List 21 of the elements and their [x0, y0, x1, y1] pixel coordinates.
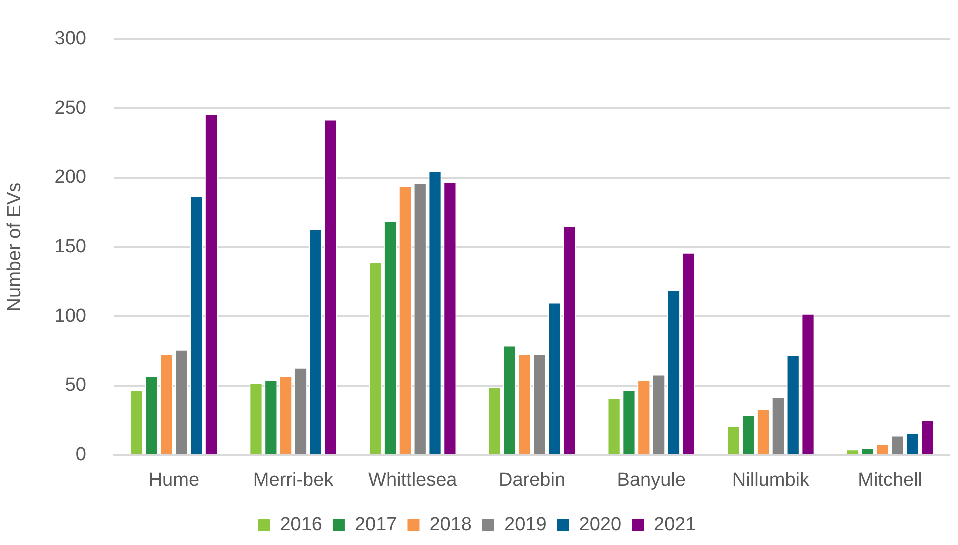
legend-label: 2020 [579, 514, 622, 536]
legend-label: 2016 [280, 514, 322, 536]
x-tick-label: Banyule [617, 470, 686, 491]
legend-label: 2021 [654, 514, 696, 536]
y-tick-label: 50 [65, 375, 86, 396]
y-tick-label: 100 [54, 306, 86, 327]
y-tick-label: 250 [54, 98, 86, 119]
x-tick-label: Merri-bek [253, 470, 334, 491]
y-tick-label: 300 [54, 28, 86, 50]
x-tick-label: Whittlesea [368, 470, 458, 491]
x-tick-label: Nillumbik [732, 470, 810, 491]
x-tick-label: Mitchell [858, 470, 923, 491]
x-tick-label: Darebin [498, 470, 566, 491]
x-tick-label: Hume [148, 470, 200, 491]
legend-label: 2017 [354, 514, 398, 536]
legend-label: 2018 [430, 514, 472, 536]
y-axis-title: Number of EVs [4, 182, 26, 312]
legend-label: 2019 [504, 514, 547, 536]
y-tick-label: 150 [54, 236, 86, 258]
y-tick-label: 0 [76, 444, 86, 466]
y-tick-label: 200 [54, 167, 86, 188]
